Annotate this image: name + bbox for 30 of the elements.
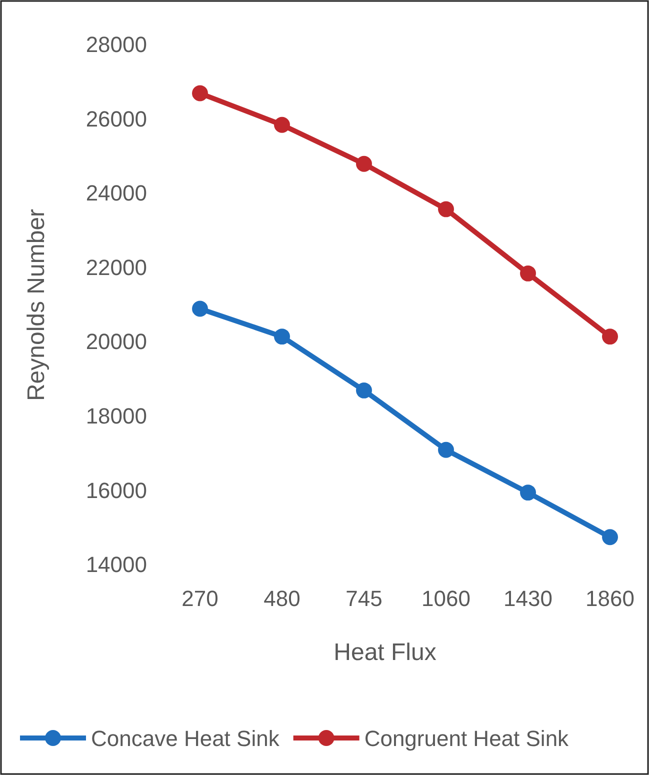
x-axis-title: Heat Flux [334, 639, 436, 666]
y-tick-label: 18000 [86, 403, 147, 428]
point [602, 328, 618, 345]
y-tick-label: 24000 [86, 180, 147, 206]
legend-label: Congruent Heat Sink [364, 726, 570, 751]
point [274, 328, 290, 345]
point [602, 529, 618, 546]
y-tick-label: 28000 [86, 32, 147, 58]
y-axis-title: Reynolds Number [23, 208, 50, 402]
point [520, 484, 536, 501]
y-tick-label: 16000 [86, 478, 147, 503]
y-tick-label: 20000 [86, 329, 147, 354]
point [520, 265, 536, 282]
x-tick-label: 1860 [586, 586, 634, 611]
point [356, 382, 372, 398]
x-tick-label: 480 [264, 586, 300, 611]
x-tick-label: 1430 [504, 586, 552, 611]
legend-label: Concave Heat Sink [91, 726, 280, 751]
y-tick-label: 14000 [86, 552, 147, 578]
y-tick-label: 26000 [86, 106, 147, 132]
point [356, 156, 372, 172]
point [192, 300, 208, 317]
x-tick-label: 270 [182, 586, 218, 611]
point [438, 201, 454, 218]
y-tick-label: 22000 [86, 254, 147, 280]
point [438, 442, 454, 458]
x-tick-label: 1060 [422, 586, 470, 611]
x-tick-label: 745 [346, 586, 382, 611]
point [274, 116, 290, 133]
point [192, 85, 208, 102]
